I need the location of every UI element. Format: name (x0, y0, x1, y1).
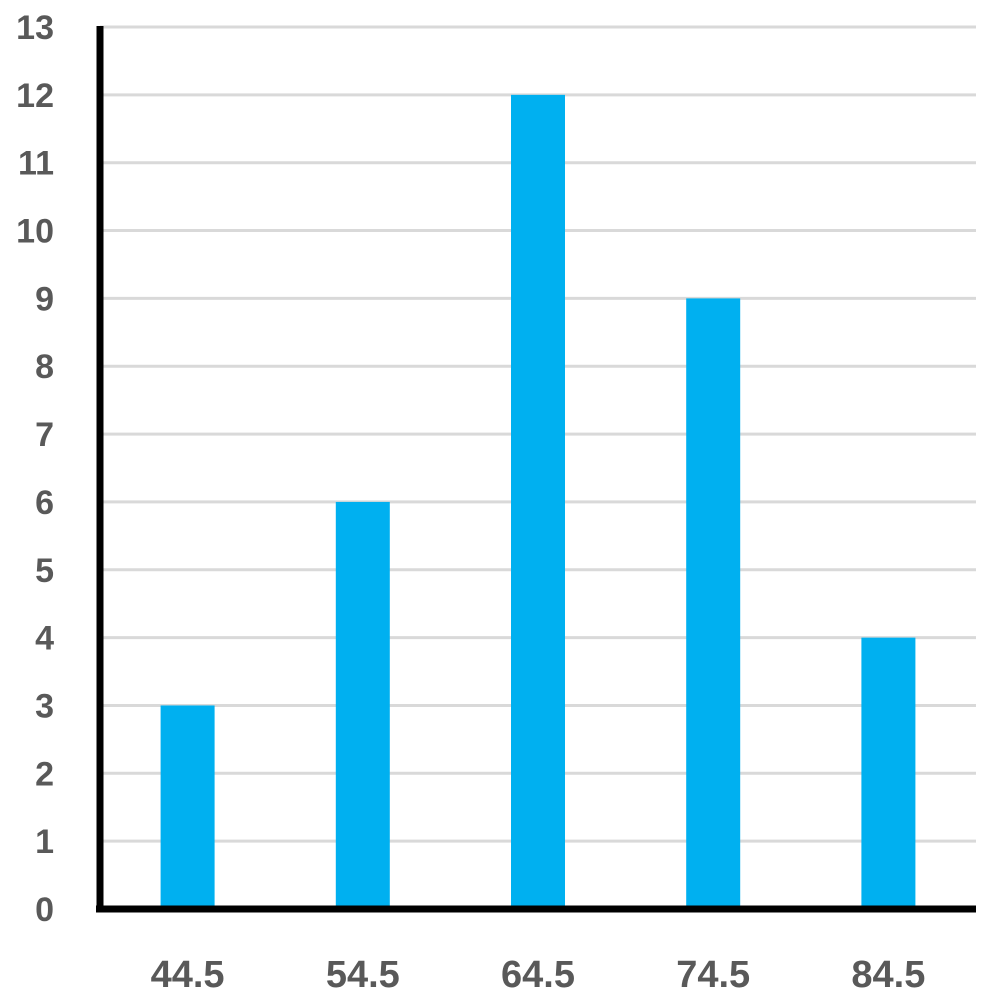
x-tick-labels: 44.5 54.5 64.5 74.5 84.5 (151, 954, 926, 996)
y-tick-label: 4 (35, 620, 54, 658)
bars (160, 94, 916, 910)
bar (861, 637, 916, 909)
axes (96, 26, 976, 913)
x-tick-label: 64.5 (501, 954, 575, 996)
x-tick-label: 74.5 (676, 954, 750, 996)
y-tick-label: 12 (16, 77, 54, 115)
y-tick-label: 1 (35, 823, 54, 861)
bar (160, 705, 215, 909)
x-tick-label: 84.5 (851, 954, 925, 996)
y-tick-label: 3 (35, 687, 54, 725)
y-tick-label: 9 (35, 280, 54, 318)
y-tick-label: 7 (35, 416, 54, 454)
y-tick-label: 5 (35, 552, 54, 590)
y-tick-label: 13 (16, 9, 54, 47)
x-tick-label: 44.5 (151, 954, 225, 996)
x-tick-label: 54.5 (326, 954, 400, 996)
y-tick-label: 6 (35, 484, 54, 522)
y-tick-label: 2 (35, 755, 54, 793)
y-tick-label: 11 (18, 145, 54, 183)
bar (335, 501, 390, 909)
bar (511, 94, 565, 910)
y-tick-label: 10 (16, 213, 54, 251)
y-tick-label: 8 (35, 348, 54, 386)
bar (686, 298, 741, 909)
y-tick-label: 0 (35, 891, 54, 929)
